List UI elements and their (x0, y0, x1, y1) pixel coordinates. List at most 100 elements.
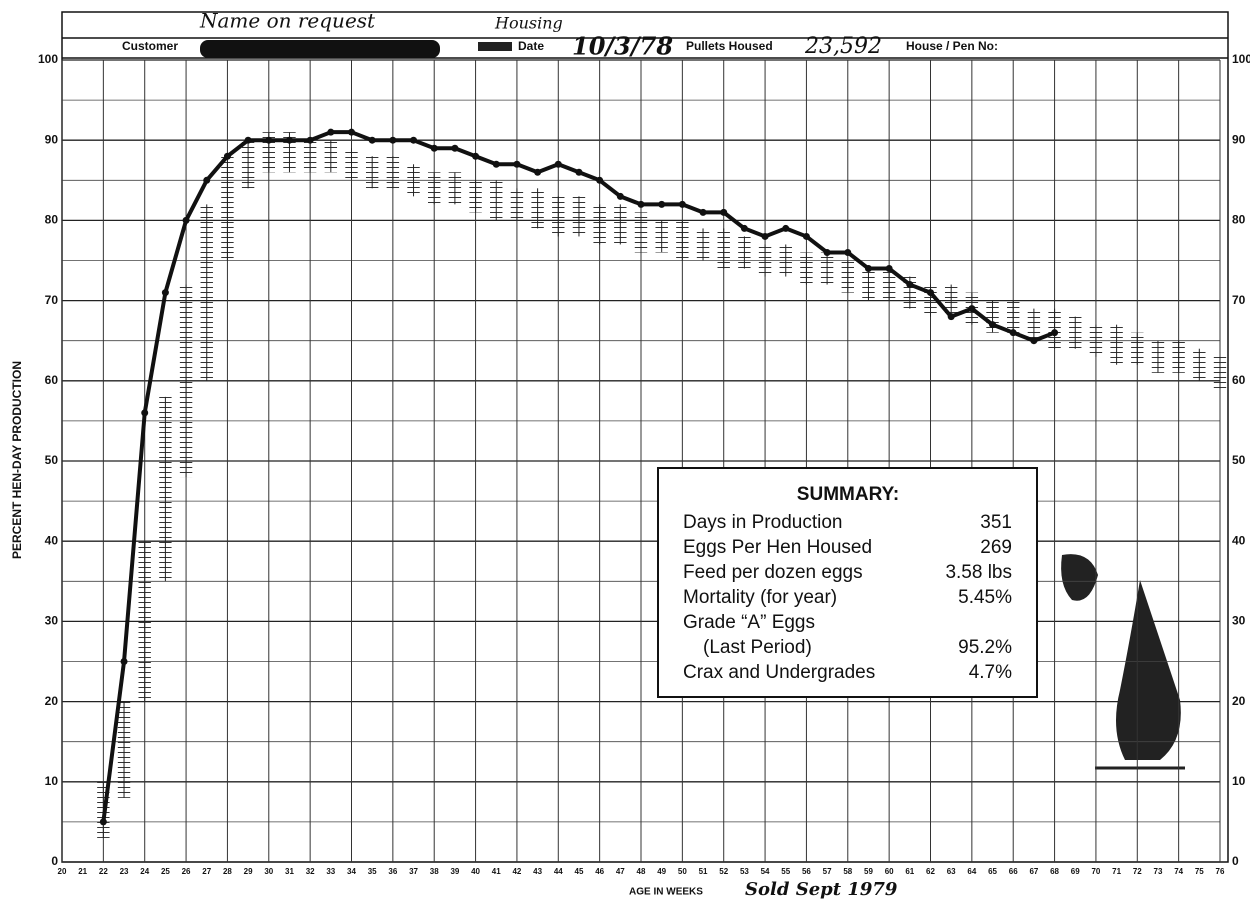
x-tick-label: 76 (1216, 867, 1225, 876)
production-point (327, 129, 334, 136)
summary-value: 95.2% (958, 637, 1012, 658)
production-point (1010, 329, 1017, 336)
y-tick-label-right: 50 (1232, 453, 1246, 467)
production-point (472, 153, 479, 160)
y-tick-label-right: 0 (1232, 854, 1239, 868)
frame (62, 12, 1228, 862)
summary-label: (Last Period) (703, 637, 812, 658)
house-label: House / Pen No: (906, 39, 998, 53)
production-point (617, 193, 624, 200)
pullets: 23,592 (804, 34, 882, 59)
x-tick-label: 43 (533, 867, 542, 876)
x-tick-label: 57 (823, 867, 832, 876)
production-point (307, 137, 314, 144)
date-label: Date (518, 39, 544, 53)
production-point (369, 137, 376, 144)
production-point (658, 201, 665, 208)
x-tick-label: 64 (967, 867, 976, 876)
x-tick-label: 28 (223, 867, 232, 876)
production-point (803, 233, 810, 240)
production-point (596, 177, 603, 184)
production-point (162, 289, 169, 296)
production-point (1030, 337, 1037, 344)
production-point (741, 225, 748, 232)
production-point (431, 145, 438, 152)
x-tick-label: 42 (512, 867, 521, 876)
summary-value: 5.45% (958, 587, 1012, 608)
x-tick-label: 74 (1174, 867, 1183, 876)
production-point (265, 137, 272, 144)
production-point (927, 289, 934, 296)
production-point (121, 658, 128, 665)
x-tick-label: 75 (1195, 867, 1204, 876)
x-tick-label: 36 (388, 867, 397, 876)
x-tick-label: 41 (492, 867, 501, 876)
x-tick-label: 21 (78, 867, 87, 876)
x-tick-label: 27 (202, 867, 211, 876)
production-point (513, 161, 520, 168)
production-point (782, 225, 789, 232)
y-tick-label-right: 30 (1232, 614, 1246, 628)
x-tick-label: 71 (1112, 867, 1121, 876)
y-tick-label-right: 70 (1232, 293, 1246, 307)
y-tick-label-right: 80 (1232, 213, 1246, 227)
y-tick-label: 60 (45, 373, 59, 387)
x-tick-label: 35 (368, 867, 377, 876)
y-tick-label: 70 (45, 293, 59, 307)
y-tick-label: 100 (38, 52, 58, 66)
y-tick-label-right: 90 (1232, 132, 1246, 146)
x-tick-label: 30 (264, 867, 273, 876)
production-point (575, 169, 582, 176)
x-tick-label: 22 (99, 867, 108, 876)
x-tick-label: 54 (761, 867, 770, 876)
production-point (534, 169, 541, 176)
production-point (844, 249, 851, 256)
production-point (1051, 329, 1058, 336)
y-tick-label-right: 10 (1232, 774, 1246, 788)
production-point (451, 145, 458, 152)
x-tick-label: 56 (802, 867, 811, 876)
production-point (100, 818, 107, 825)
x-tick-label: 46 (595, 867, 604, 876)
production-point (224, 153, 231, 160)
x-tick-label: 61 (905, 867, 914, 876)
date: 10/3/78 (572, 32, 673, 61)
x-tick-label: 69 (1071, 867, 1080, 876)
x-tick-label: 38 (430, 867, 439, 876)
x-tick-label: 66 (1009, 867, 1018, 876)
x-tick-label: 59 (864, 867, 873, 876)
annotation: Sold Sept 1979 (745, 879, 898, 900)
y-tick-label: 30 (45, 614, 59, 628)
production-point (824, 249, 831, 256)
production-point (203, 177, 210, 184)
name-note: Name on request (199, 9, 376, 33)
summary-value: 4.7% (969, 662, 1012, 683)
summary-value: 351 (980, 512, 1012, 533)
summary-label: Days in Production (683, 512, 842, 533)
x-tick-label: 25 (161, 867, 170, 876)
production-point (348, 129, 355, 136)
production-point (968, 305, 975, 312)
summary-value: 269 (980, 537, 1012, 558)
pullets-label: Pullets Housed (686, 39, 773, 53)
y-tick-label-right: 20 (1232, 694, 1246, 708)
x-tick-label: 50 (678, 867, 687, 876)
x-tick-label: 67 (1029, 867, 1038, 876)
x-tick-label: 73 (1154, 867, 1163, 876)
x-tick-label: 24 (140, 867, 149, 876)
x-tick-label: 72 (1133, 867, 1142, 876)
production-point (410, 137, 417, 144)
production-point (245, 137, 252, 144)
x-tick-label: 52 (719, 867, 728, 876)
production-point (493, 161, 500, 168)
x-tick-label: 39 (450, 867, 459, 876)
production-point (906, 281, 913, 288)
x-tick-label: 32 (306, 867, 315, 876)
summary-value: 3.58 lbs (945, 562, 1012, 583)
x-tick-label: 29 (244, 867, 253, 876)
y-tick-label-right: 60 (1232, 373, 1246, 387)
x-tick-label: 26 (182, 867, 191, 876)
production-point (183, 217, 190, 224)
x-tick-label: 55 (781, 867, 790, 876)
y-tick-label-right: 100 (1232, 52, 1250, 66)
